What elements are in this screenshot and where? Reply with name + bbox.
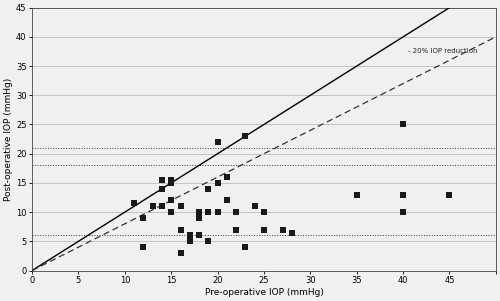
Point <box>176 204 184 209</box>
Point <box>130 201 138 206</box>
Point <box>140 216 147 220</box>
Point <box>158 178 166 182</box>
Point <box>399 192 407 197</box>
Point <box>158 186 166 191</box>
Point <box>176 250 184 255</box>
Point <box>288 230 296 235</box>
Text: - 20% IOP reduction: - 20% IOP reduction <box>408 48 478 54</box>
Point <box>232 227 240 232</box>
Point <box>242 134 250 138</box>
Point <box>352 192 360 197</box>
Point <box>167 198 175 203</box>
Point <box>195 210 203 215</box>
Point <box>186 233 194 238</box>
Point <box>232 210 240 215</box>
Point <box>242 245 250 250</box>
Point <box>214 210 222 215</box>
Point <box>399 210 407 215</box>
Point <box>204 239 212 244</box>
Point <box>399 122 407 127</box>
Point <box>167 178 175 182</box>
Point <box>167 181 175 185</box>
Point <box>195 233 203 238</box>
Point <box>158 204 166 209</box>
Point <box>214 210 222 215</box>
Point <box>214 181 222 185</box>
Point <box>140 245 147 250</box>
Point <box>148 204 156 209</box>
Point <box>278 227 286 232</box>
Point <box>260 227 268 232</box>
Point <box>167 210 175 215</box>
Point <box>204 186 212 191</box>
Y-axis label: Post-operative IOP (mmHg): Post-operative IOP (mmHg) <box>4 77 13 201</box>
Point <box>195 216 203 220</box>
Point <box>260 210 268 215</box>
Point <box>250 204 258 209</box>
Point <box>167 178 175 182</box>
Point <box>223 198 231 203</box>
Point <box>223 175 231 179</box>
Point <box>186 239 194 244</box>
Point <box>446 192 454 197</box>
Point <box>214 140 222 144</box>
X-axis label: Pre-operative IOP (mmHg): Pre-operative IOP (mmHg) <box>204 288 324 297</box>
Point <box>176 227 184 232</box>
Point <box>204 210 212 215</box>
